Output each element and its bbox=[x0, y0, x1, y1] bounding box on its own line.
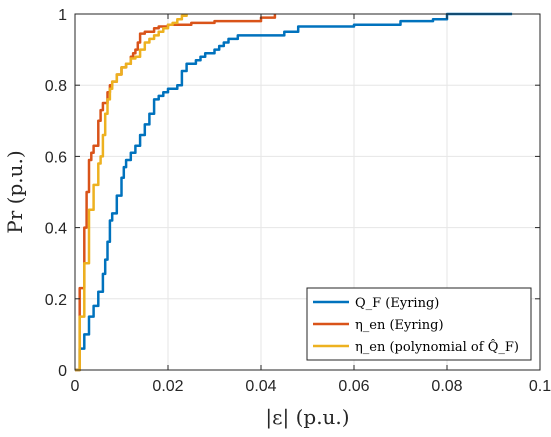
plot-frame bbox=[74, 13, 541, 371]
x-tick-label: 0.1 bbox=[529, 378, 551, 395]
x-tick-label: 0.02 bbox=[152, 378, 183, 395]
y-tick-label: 1 bbox=[58, 7, 67, 24]
x-tick-label: 0.06 bbox=[338, 378, 369, 395]
y-axis-label: Pr (p.u.) bbox=[3, 150, 27, 233]
grid bbox=[74, 13, 541, 371]
series-line-0 bbox=[75, 12, 513, 372]
x-axis-label: |ε| (p.u.) bbox=[265, 405, 349, 430]
series-line-2 bbox=[75, 14, 188, 372]
y-tick-label: 0.2 bbox=[45, 292, 67, 309]
x-tick-label: 0.04 bbox=[245, 378, 276, 395]
legend-label: η_en (Eyring) bbox=[355, 318, 444, 333]
y-tick-label: 0.4 bbox=[45, 221, 67, 238]
x-tick-label: 0 bbox=[71, 378, 80, 395]
y-tick-label: 0.8 bbox=[45, 78, 67, 95]
y-tick-label: 0.6 bbox=[45, 149, 67, 166]
series-lines bbox=[75, 12, 513, 372]
y-tick-label: 0 bbox=[58, 363, 67, 380]
axis-ticks: 0 0.02 0.04 0.06 0.08 0.1 0 0.2 0.4 0.6 0.8 1 bbox=[45, 7, 551, 395]
legend-label: η_en (polynomial of Q̂_F) bbox=[355, 339, 519, 355]
x-tick-label: 0.08 bbox=[431, 378, 462, 395]
legend: Q_F (Eyring) η_en (Eyring) η_en (polynomia… bbox=[306, 287, 532, 361]
legend-label: Q_F (Eyring) bbox=[355, 296, 439, 311]
